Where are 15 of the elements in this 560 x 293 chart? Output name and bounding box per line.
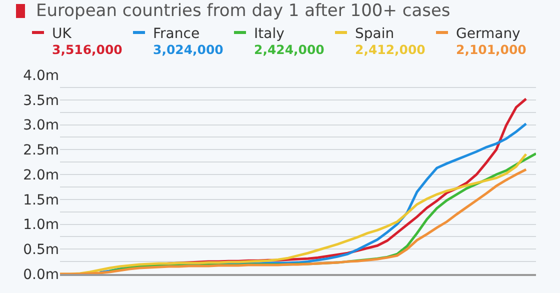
y-tick-label: 1.5m [23, 192, 59, 208]
y-tick-label: 1.0m [23, 217, 59, 234]
text: 2,424,000 [254, 42, 326, 57]
y-tick-label: 2.0m [23, 167, 59, 184]
y-tick-label: 0.0m [23, 266, 59, 283]
y-tick-label: 4.0m [23, 68, 59, 84]
text: 2,412,000 [355, 42, 426, 57]
text: 3,024,000 [153, 42, 224, 57]
y-tick-label: 3.0m [23, 118, 59, 134]
y-tick-label: 0.5m [23, 242, 59, 258]
y-tick-label: 3.5m [23, 92, 59, 109]
chart-title: European countries from day 1 after 100+ cases [36, 1, 450, 21]
y-tick-label: 2.5m [23, 142, 59, 159]
text: 3,516,000 [52, 42, 124, 57]
text: 2,101,000 [456, 42, 528, 57]
